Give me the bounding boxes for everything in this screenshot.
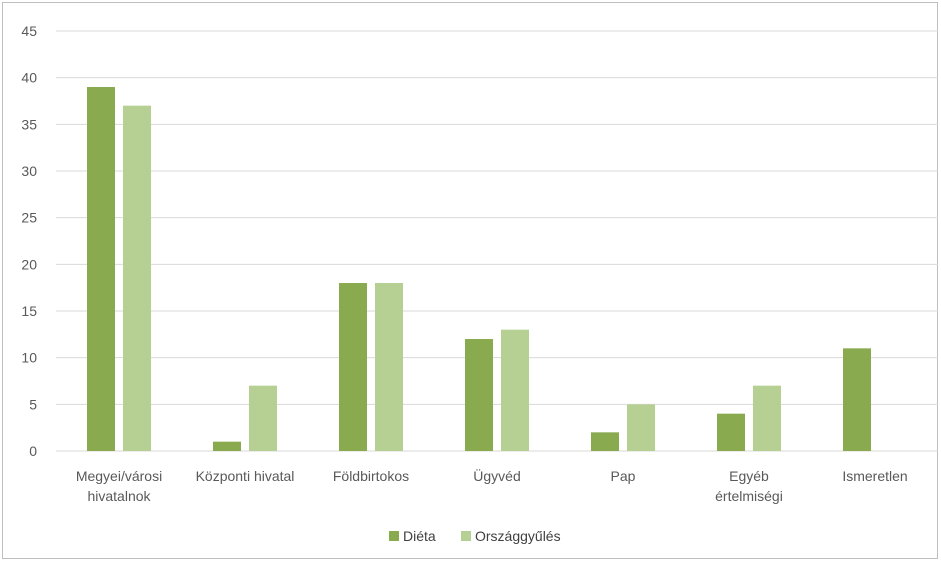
x-tick-label-2: Földbirtokos <box>333 468 409 484</box>
bar-dieta-5 <box>717 413 745 451</box>
bar-orszaggyules-5 <box>753 385 781 451</box>
gridlines <box>56 30 938 452</box>
y-tick-label-5: 5 <box>29 396 37 412</box>
y-tick-label-20: 20 <box>21 256 37 272</box>
bar-orszaggyules-0 <box>123 105 151 452</box>
y-axis-ticks: 0 5 10 15 20 25 30 35 40 45 <box>21 23 37 459</box>
bar-dieta-4 <box>591 432 619 451</box>
x-tick-label-3: Ügyvéd <box>473 467 520 484</box>
bar-dieta-1 <box>213 441 241 451</box>
bar-orszaggyules-4 <box>627 404 655 451</box>
bar-dieta-3 <box>465 339 493 451</box>
y-tick-label-15: 15 <box>21 303 37 319</box>
x-tick-label-4: Pap <box>611 468 636 484</box>
y-tick-label-0: 0 <box>29 443 37 459</box>
y-tick-label-10: 10 <box>21 350 37 366</box>
legend-swatch-1 <box>461 531 471 541</box>
x-tick-label-6: Ismeretlen <box>842 468 907 484</box>
legend: Diéta Országgyűlés <box>389 528 561 544</box>
bars <box>87 87 871 452</box>
x-tick-label-0: Megyei/városi hivatalnok <box>76 468 162 504</box>
x-tick-label-1: Központi hivatal <box>196 468 295 484</box>
bar-orszaggyules-1 <box>249 385 277 451</box>
y-tick-label-40: 40 <box>21 70 37 86</box>
legend-label-0: Diéta <box>403 528 436 544</box>
bar-dieta-0 <box>87 87 115 451</box>
legend-swatch-0 <box>389 531 399 541</box>
y-tick-label-25: 25 <box>21 210 37 226</box>
y-tick-label-45: 45 <box>21 23 37 39</box>
y-tick-label-30: 30 <box>21 163 37 179</box>
legend-label-1: Országgyűlés <box>475 528 561 544</box>
bar-dieta-6 <box>843 348 871 451</box>
bar-dieta-2 <box>339 283 367 451</box>
y-tick-label-35: 35 <box>21 116 37 132</box>
bar-orszaggyules-2 <box>375 283 403 451</box>
x-tick-label-5: Egyéb értelmiségi <box>715 468 783 504</box>
bar-orszaggyules-3 <box>501 329 529 451</box>
x-axis-ticks: Megyei/városi hivatalnok Központi hivatal F… <box>76 467 908 504</box>
